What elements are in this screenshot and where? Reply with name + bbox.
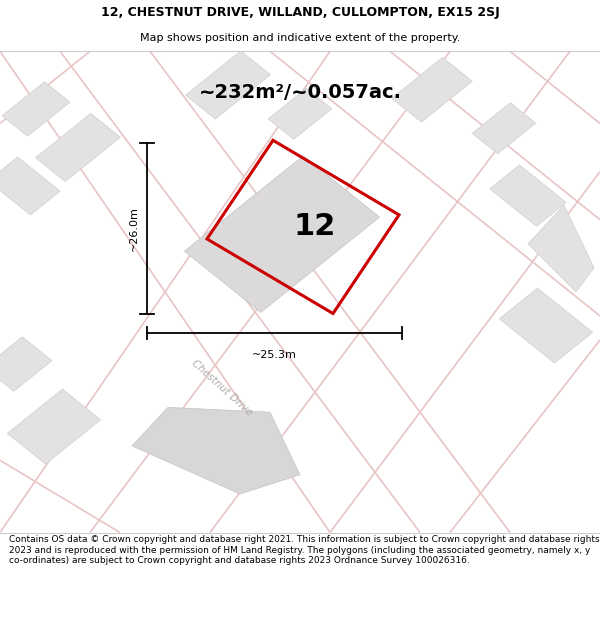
Polygon shape	[2, 82, 70, 136]
Text: Chestnut Drive: Chestnut Drive	[190, 358, 254, 418]
Polygon shape	[7, 389, 101, 464]
Text: ~26.0m: ~26.0m	[129, 206, 139, 251]
Text: ~232m²/~0.057ac.: ~232m²/~0.057ac.	[199, 82, 401, 102]
Text: Map shows position and indicative extent of the property.: Map shows position and indicative extent…	[140, 33, 460, 44]
Polygon shape	[35, 114, 121, 181]
Text: 12: 12	[294, 213, 336, 241]
Polygon shape	[0, 337, 52, 391]
Polygon shape	[528, 205, 594, 292]
Polygon shape	[490, 165, 566, 226]
Polygon shape	[0, 157, 60, 215]
Text: Contains OS data © Crown copyright and database right 2021. This information is : Contains OS data © Crown copyright and d…	[9, 535, 599, 565]
Polygon shape	[185, 51, 271, 119]
Polygon shape	[499, 288, 593, 363]
Polygon shape	[472, 102, 536, 154]
Text: ~25.3m: ~25.3m	[252, 349, 297, 359]
Text: 12, CHESTNUT DRIVE, WILLAND, CULLOMPTON, EX15 2SJ: 12, CHESTNUT DRIVE, WILLAND, CULLOMPTON,…	[101, 6, 499, 19]
Polygon shape	[392, 58, 472, 122]
Polygon shape	[132, 408, 300, 494]
Polygon shape	[184, 156, 380, 312]
Polygon shape	[268, 88, 332, 139]
